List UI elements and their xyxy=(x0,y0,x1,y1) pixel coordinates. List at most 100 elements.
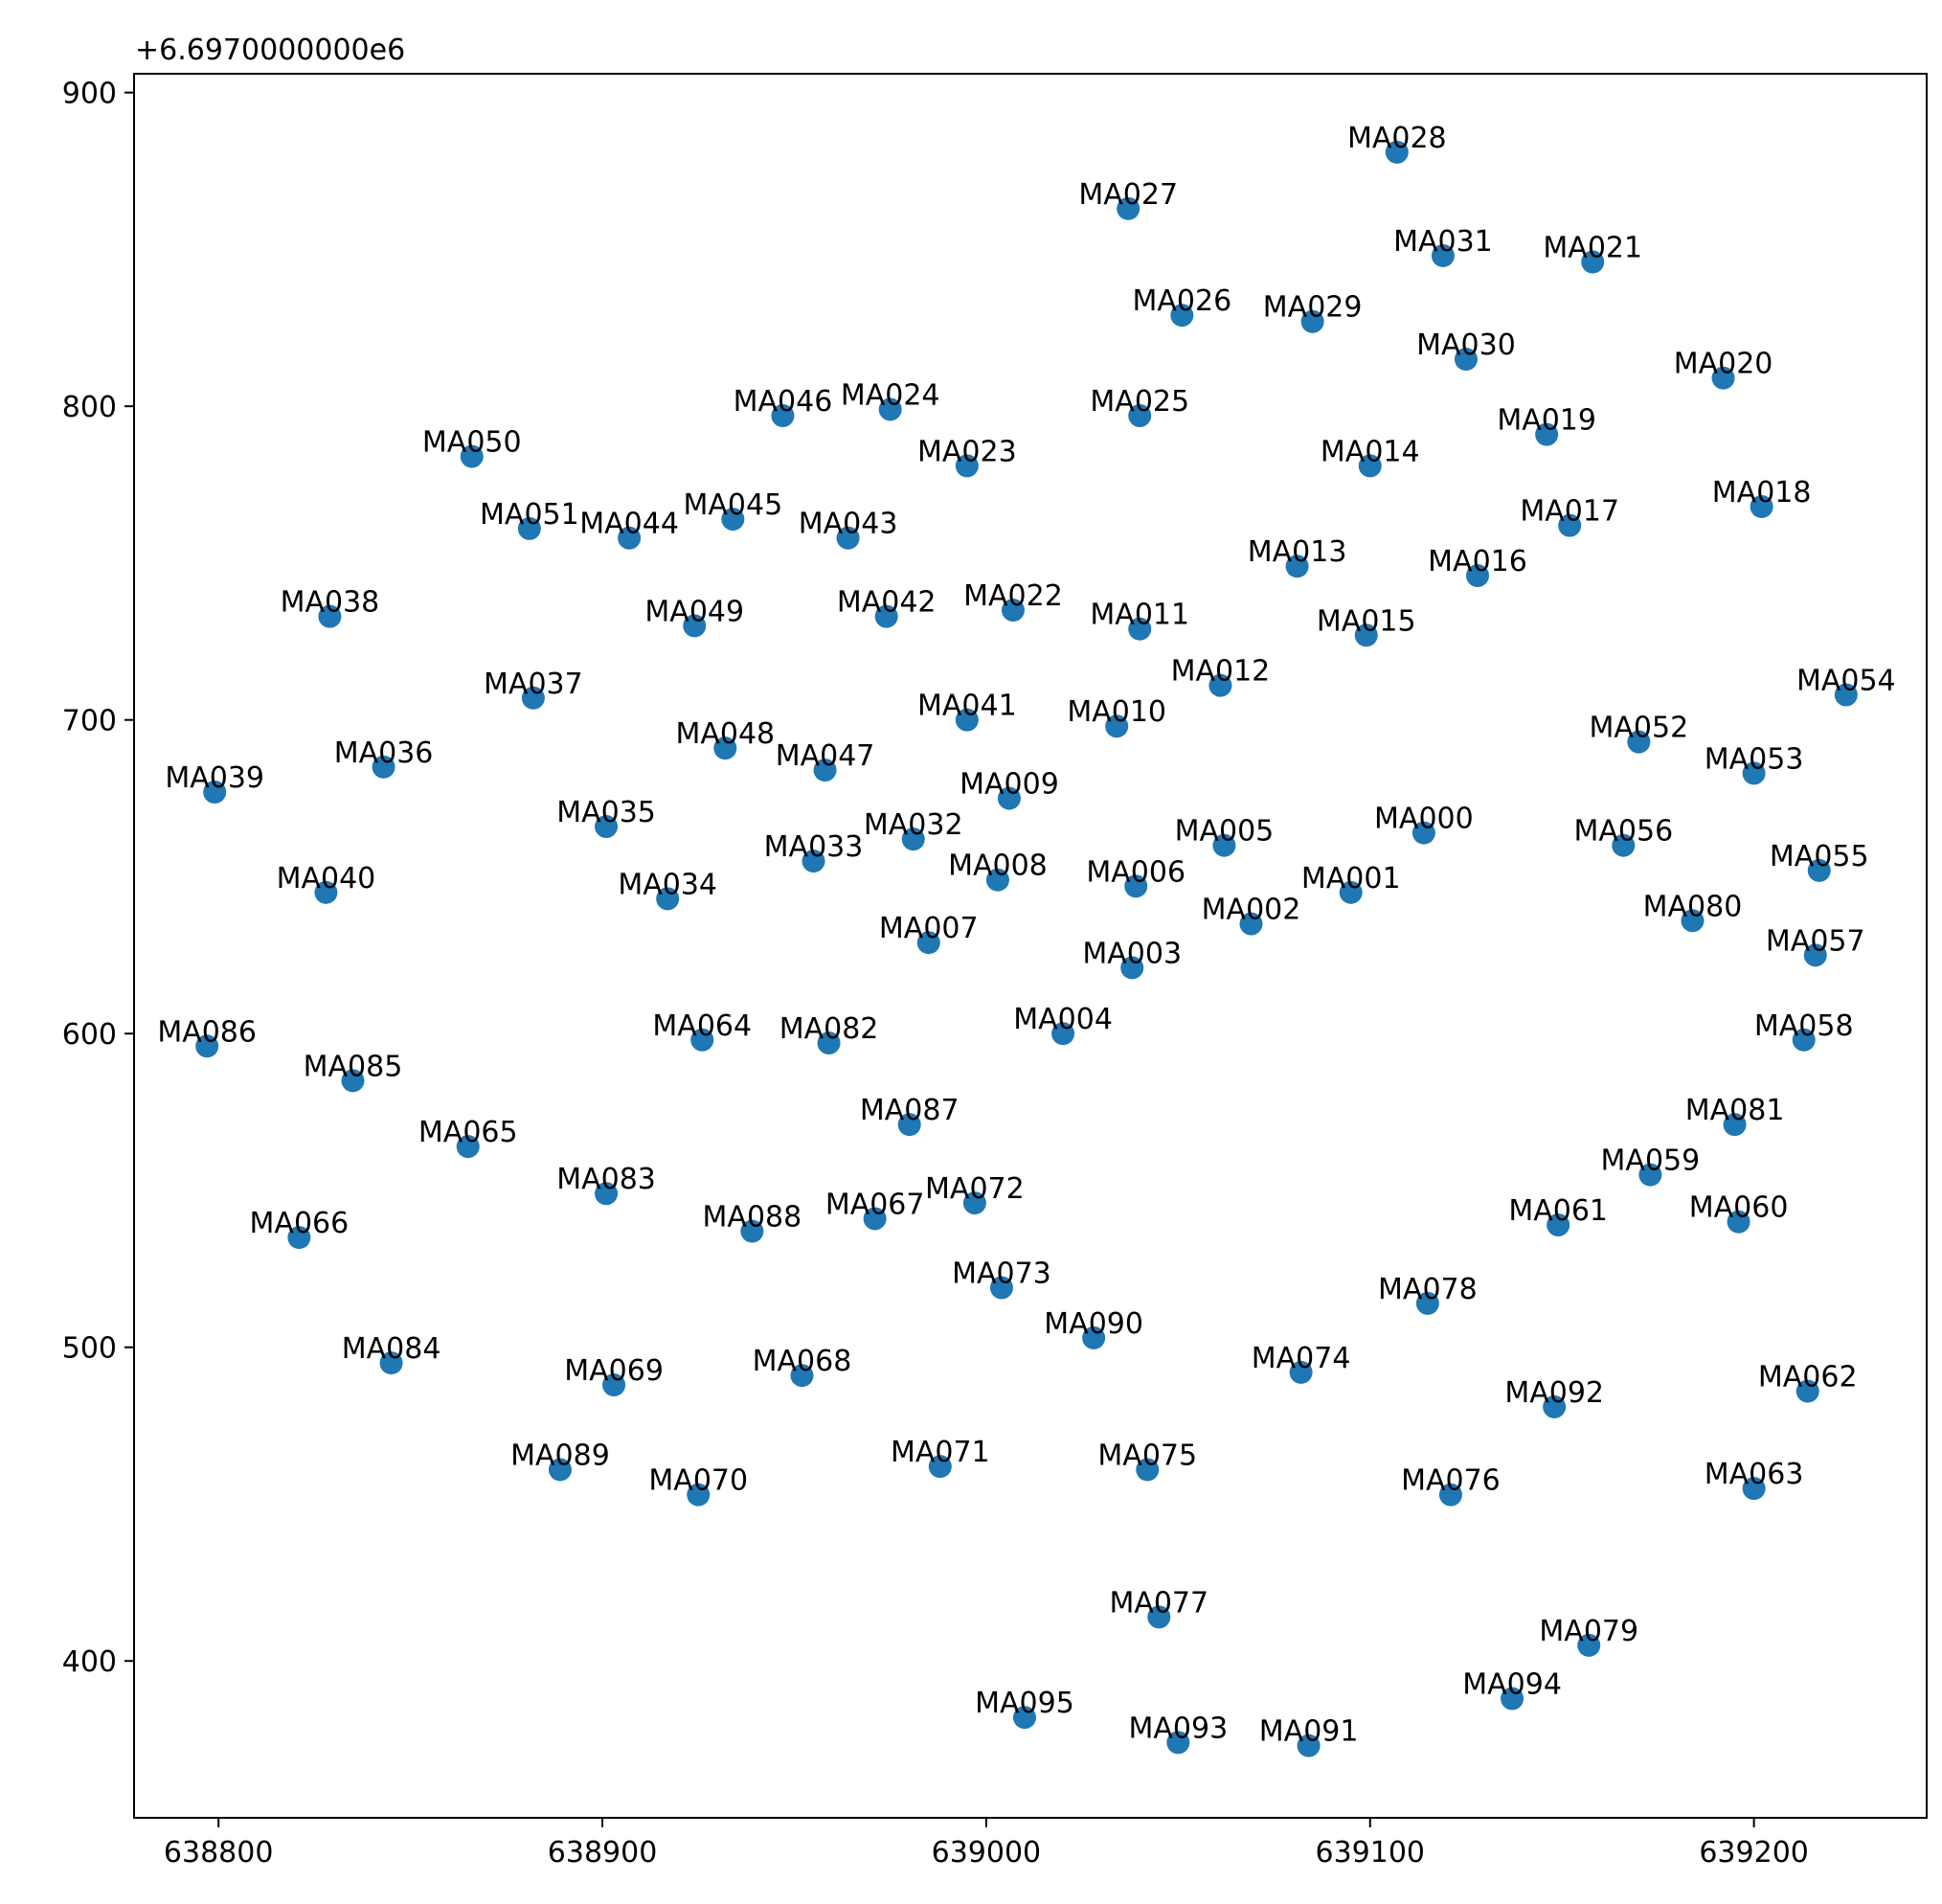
y-tick-label: 800 xyxy=(62,391,117,424)
point-label-ma051: MA051 xyxy=(480,498,579,532)
data-point-ma041 xyxy=(955,708,979,732)
point-label-ma049: MA049 xyxy=(644,595,744,628)
data-point-ma031 xyxy=(1431,243,1455,267)
point-label-ma035: MA035 xyxy=(556,796,656,829)
point-label-ma072: MA072 xyxy=(925,1172,1025,1206)
point-label-ma026: MA026 xyxy=(1133,284,1232,318)
data-point-ma043 xyxy=(836,526,860,550)
data-point-ma037 xyxy=(521,686,545,710)
data-point-ma060 xyxy=(1727,1210,1750,1234)
data-point-ma075 xyxy=(1136,1458,1160,1482)
point-label-ma077: MA077 xyxy=(1109,1586,1208,1620)
point-label-ma082: MA082 xyxy=(779,1012,879,1046)
data-point-ma046 xyxy=(771,403,795,427)
data-point-ma064 xyxy=(690,1028,714,1052)
data-point-ma063 xyxy=(1742,1477,1766,1501)
point-label-ma081: MA081 xyxy=(1685,1094,1785,1127)
point-label-ma044: MA044 xyxy=(579,508,679,541)
point-label-ma009: MA009 xyxy=(960,768,1059,802)
point-label-ma070: MA070 xyxy=(648,1464,748,1498)
data-point-ma062 xyxy=(1795,1379,1819,1403)
point-label-ma029: MA029 xyxy=(1263,291,1363,325)
point-label-ma079: MA079 xyxy=(1539,1615,1638,1648)
data-point-ma036 xyxy=(372,755,395,779)
y-tick-label: 900 xyxy=(62,78,117,111)
point-label-ma001: MA001 xyxy=(1301,862,1401,895)
point-label-ma008: MA008 xyxy=(948,850,1048,883)
point-label-ma059: MA059 xyxy=(1601,1145,1701,1178)
point-label-ma066: MA066 xyxy=(250,1207,350,1240)
point-label-ma043: MA043 xyxy=(799,508,898,541)
data-point-ma070 xyxy=(687,1483,711,1507)
data-point-ma007 xyxy=(916,931,940,955)
data-point-ma009 xyxy=(997,786,1021,810)
point-label-ma000: MA000 xyxy=(1374,803,1474,836)
data-point-ma044 xyxy=(618,526,642,550)
data-point-ma013 xyxy=(1285,555,1309,578)
data-point-ma082 xyxy=(817,1031,841,1055)
data-point-ma053 xyxy=(1742,761,1766,785)
point-label-ma052: MA052 xyxy=(1590,712,1689,745)
point-label-ma017: MA017 xyxy=(1520,495,1619,529)
data-point-ma092 xyxy=(1543,1394,1567,1418)
data-point-ma051 xyxy=(517,516,541,540)
data-point-ma035 xyxy=(595,815,619,839)
data-point-ma011 xyxy=(1128,617,1152,641)
data-point-ma034 xyxy=(656,887,680,911)
point-label-ma093: MA093 xyxy=(1128,1711,1228,1745)
data-point-ma017 xyxy=(1558,513,1582,537)
point-label-ma037: MA037 xyxy=(484,668,583,701)
point-label-ma014: MA014 xyxy=(1321,435,1420,468)
data-point-ma022 xyxy=(1001,599,1025,623)
data-point-ma083 xyxy=(595,1182,619,1206)
data-point-ma084 xyxy=(379,1351,403,1375)
y-tick-label: 700 xyxy=(62,705,117,738)
data-point-ma033 xyxy=(802,850,825,873)
point-label-ma023: MA023 xyxy=(917,435,1017,468)
data-point-ma068 xyxy=(790,1364,814,1388)
data-point-ma012 xyxy=(1208,673,1232,697)
data-point-ma040 xyxy=(314,880,338,904)
data-point-ma042 xyxy=(874,604,898,628)
data-point-ma093 xyxy=(1166,1731,1190,1755)
data-point-ma089 xyxy=(548,1458,572,1482)
x-tick-label: 638900 xyxy=(548,1836,658,1870)
data-point-ma000 xyxy=(1411,821,1435,845)
point-label-ma080: MA080 xyxy=(1643,890,1743,923)
point-label-ma095: MA095 xyxy=(975,1687,1074,1720)
x-tick-label: 639200 xyxy=(1699,1836,1809,1870)
y-tick-label: 600 xyxy=(62,1018,117,1052)
data-point-ma077 xyxy=(1147,1605,1171,1629)
data-point-ma086 xyxy=(195,1034,219,1058)
point-label-ma055: MA055 xyxy=(1770,840,1869,873)
data-point-ma069 xyxy=(602,1373,626,1397)
data-point-ma025 xyxy=(1128,403,1152,427)
point-label-ma021: MA021 xyxy=(1543,232,1642,265)
point-label-ma041: MA041 xyxy=(917,690,1017,723)
point-label-ma042: MA042 xyxy=(837,586,937,620)
point-label-ma010: MA010 xyxy=(1067,695,1166,729)
point-label-ma040: MA040 xyxy=(277,862,376,895)
data-point-ma038 xyxy=(318,604,342,628)
data-point-ma078 xyxy=(1415,1291,1439,1315)
data-point-ma004 xyxy=(1051,1022,1075,1046)
point-label-ma031: MA031 xyxy=(1393,225,1493,259)
data-point-ma056 xyxy=(1612,833,1636,857)
data-point-ma050 xyxy=(460,444,484,468)
data-point-ma016 xyxy=(1465,564,1489,588)
data-point-ma048 xyxy=(713,737,737,760)
point-label-ma050: MA050 xyxy=(422,426,522,460)
x-tick-label: 639000 xyxy=(932,1836,1042,1870)
point-label-ma015: MA015 xyxy=(1317,604,1416,638)
data-point-ma005 xyxy=(1212,833,1236,857)
data-point-ma003 xyxy=(1120,956,1144,980)
data-point-ma028 xyxy=(1385,140,1409,164)
point-label-ma069: MA069 xyxy=(564,1354,664,1388)
point-label-ma078: MA078 xyxy=(1378,1273,1478,1306)
data-point-ma045 xyxy=(721,508,745,532)
data-point-ma006 xyxy=(1124,874,1148,898)
data-point-ma081 xyxy=(1723,1113,1747,1137)
point-label-ma074: MA074 xyxy=(1252,1342,1351,1375)
plot-frame xyxy=(133,73,1928,1819)
